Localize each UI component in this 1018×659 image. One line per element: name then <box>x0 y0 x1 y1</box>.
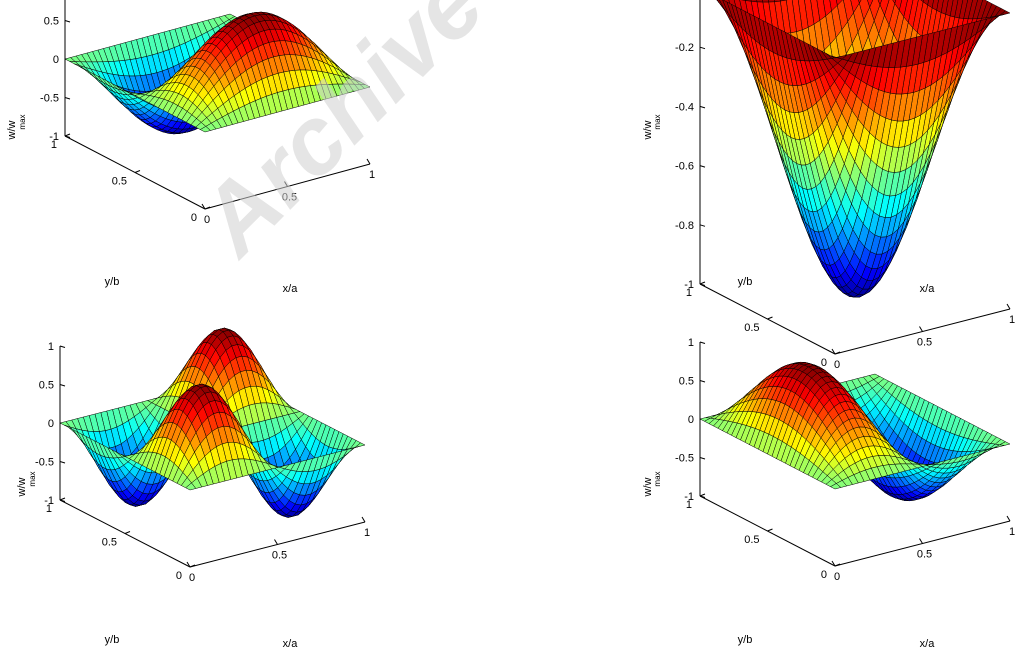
z-tick-mark <box>65 98 70 100</box>
x-axis-label: x/a <box>920 638 936 650</box>
z-tick-label: 0 <box>688 414 694 426</box>
x-tick-mark <box>920 539 923 544</box>
z-tick-label: 0 <box>48 418 54 430</box>
z-tick-mark <box>60 346 65 348</box>
z-tick-label: -0.5 <box>40 93 59 105</box>
y-tick-mark <box>125 532 130 534</box>
z-tick-mark <box>700 458 705 460</box>
z-tick-label: 1 <box>48 341 54 353</box>
z-tick-label: 0.5 <box>679 376 694 388</box>
y-tick-label: 1 <box>51 139 57 151</box>
y-tick-mark <box>60 498 65 500</box>
x-tick-label: 1 <box>369 169 375 181</box>
y-axis-label: y/b <box>105 276 120 288</box>
y-tick-mark <box>768 529 773 531</box>
y-tick-label: 0 <box>176 570 182 582</box>
z-axis-label: w/w <box>6 120 18 140</box>
z-tick-label: -0.6 <box>675 161 694 173</box>
z-tick-label: 0.5 <box>39 380 54 392</box>
surface-mesh <box>700 0 1010 297</box>
x-tick-label: 0 <box>189 572 195 584</box>
z-axis-label-subscript: max <box>653 114 662 129</box>
x-axis-label: x/a <box>283 283 299 295</box>
y-tick-mark <box>135 171 140 173</box>
y-tick-label: 1 <box>686 499 692 511</box>
z-tick-label: -0.5 <box>35 457 54 469</box>
x-tick-label: 0.5 <box>272 550 287 562</box>
z-tick-mark <box>700 381 705 383</box>
x-tick-mark <box>1007 516 1010 521</box>
y-axis-label: y/b <box>738 276 753 288</box>
x-tick-label: 1 <box>1009 314 1015 326</box>
z-tick-label: 0.5 <box>44 16 59 28</box>
x-tick-label: 0.5 <box>917 337 932 349</box>
x-tick-label: 1 <box>364 527 370 539</box>
z-tick-mark <box>700 166 705 168</box>
z-tick-mark <box>65 21 70 23</box>
y-tick-mark <box>65 134 70 136</box>
z-tick-mark <box>60 462 65 464</box>
z-axis-label-subscript: max <box>18 114 27 129</box>
y-tick-label: 1 <box>46 503 52 515</box>
z-tick-label: -0.4 <box>675 101 694 113</box>
x-tick-mark <box>275 540 278 545</box>
surface-mesh <box>60 328 365 518</box>
z-tick-mark <box>700 106 705 108</box>
y-axis-label: y/b <box>105 634 120 646</box>
y-tick-mark <box>768 317 773 319</box>
x-tick-mark <box>1007 304 1010 309</box>
y-axis-label: y/b <box>738 634 753 646</box>
y-tick-label: 0.5 <box>744 322 759 334</box>
y-tick-label: 0.5 <box>112 176 127 188</box>
z-axis-label-subscript: max <box>28 471 37 486</box>
y-tick-mark <box>700 494 705 496</box>
x-axis-label: x/a <box>283 638 299 650</box>
x-axis-label: x/a <box>920 283 936 295</box>
y-tick-mark <box>700 282 705 284</box>
y-tick-label: 0 <box>821 569 827 581</box>
z-tick-label: -0.2 <box>675 42 694 54</box>
x-tick-label: 1 <box>1009 526 1015 538</box>
y-tick-label: 0.5 <box>102 537 117 549</box>
x-tick-label: 0 <box>834 571 840 583</box>
y-tick-label: 0 <box>821 357 827 369</box>
z-tick-label: -0.5 <box>675 453 694 465</box>
x-tick-mark <box>920 327 923 332</box>
z-tick-label: -0.8 <box>675 220 694 232</box>
x-tick-label: 0 <box>834 359 840 371</box>
z-tick-mark <box>700 47 705 49</box>
y-tick-label: 1 <box>686 287 692 299</box>
z-tick-mark <box>700 225 705 227</box>
z-tick-mark <box>60 385 65 387</box>
z-axis-label-subscript: max <box>653 471 662 486</box>
z-tick-mark <box>700 342 705 344</box>
x-tick-mark <box>362 517 365 522</box>
surface-plot-2: -1-0.8-0.6-0.4-0.2000.5100.51x/ay/bw/wma… <box>642 0 1015 371</box>
x-tick-label: 0.5 <box>917 549 932 561</box>
y-tick-label: 0.5 <box>744 534 759 546</box>
surface-mesh <box>700 362 1010 501</box>
z-tick-label: 1 <box>688 337 694 349</box>
z-tick-label: 0 <box>53 54 59 66</box>
z-axis-label: w/w <box>16 477 28 497</box>
